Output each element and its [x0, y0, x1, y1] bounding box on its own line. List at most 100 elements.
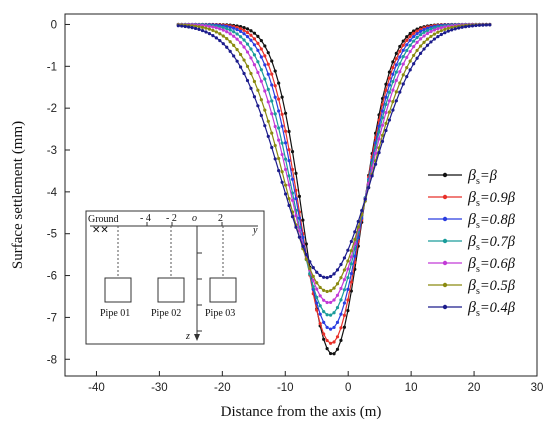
data-point	[422, 30, 426, 34]
data-point	[342, 325, 347, 329]
legend-marker	[442, 282, 448, 288]
data-point	[339, 338, 343, 342]
data-point	[238, 29, 243, 34]
legend-marker	[442, 194, 448, 200]
x-tick-label: 30	[531, 382, 544, 394]
data-point	[273, 84, 277, 88]
data-point	[332, 352, 336, 356]
data-point	[322, 309, 326, 314]
data-point	[422, 47, 426, 51]
data-point	[304, 252, 308, 257]
data-point	[322, 275, 326, 279]
y-axis-label-inset: y	[252, 225, 258, 236]
data-point	[283, 157, 288, 161]
data-point	[232, 30, 236, 34]
data-point	[391, 72, 395, 76]
y-tick-label: -1	[47, 61, 57, 73]
data-point	[280, 95, 284, 99]
data-point	[263, 54, 267, 58]
data-point	[249, 47, 253, 51]
data-point	[335, 282, 340, 286]
data-point	[391, 108, 395, 112]
data-point	[263, 108, 267, 112]
data-point	[418, 37, 423, 41]
data-point	[325, 289, 329, 294]
data-point	[207, 27, 212, 31]
data-point	[405, 75, 409, 79]
data-point	[401, 39, 405, 43]
data-point	[277, 109, 281, 113]
y-tick-label: 0	[51, 19, 57, 31]
data-point	[342, 278, 347, 282]
origin-label: o	[192, 213, 197, 224]
data-point	[270, 99, 274, 103]
inset-tick-label: 2	[218, 213, 223, 224]
data-point	[232, 26, 236, 30]
data-point	[349, 255, 353, 259]
plot-border	[64, 13, 538, 377]
data-point	[360, 208, 364, 213]
z-axis-label-inset: z	[185, 331, 190, 342]
data-point	[342, 268, 347, 272]
data-point	[301, 244, 305, 248]
data-point	[290, 191, 295, 195]
data-point	[401, 82, 405, 86]
pipe-01-label: Pipe 01	[100, 308, 130, 319]
data-point	[412, 62, 416, 66]
legend-label: βs=β	[467, 167, 498, 187]
data-point	[339, 326, 343, 330]
data-point	[225, 30, 229, 34]
data-point	[356, 219, 360, 224]
data-point	[450, 28, 454, 32]
data-point	[328, 327, 333, 331]
data-point	[315, 295, 319, 299]
data-point	[349, 249, 353, 253]
data-point	[277, 168, 281, 173]
data-point	[277, 97, 281, 101]
data-point	[283, 111, 288, 115]
data-point	[463, 25, 468, 29]
data-point	[335, 268, 340, 272]
pipe-02-label: Pipe 02	[151, 308, 181, 319]
data-point	[290, 167, 295, 172]
data-point	[377, 130, 381, 134]
data-point	[270, 145, 274, 150]
data-point	[252, 63, 257, 67]
data-point	[384, 121, 388, 125]
data-point	[214, 30, 218, 34]
data-point	[394, 63, 398, 67]
pipe-03-label: Pipe 03	[205, 308, 235, 319]
data-point	[221, 26, 225, 30]
data-point	[221, 28, 225, 32]
data-point	[235, 32, 239, 36]
data-point	[311, 266, 315, 270]
data-point	[457, 26, 461, 30]
data-point	[259, 113, 263, 118]
data-point	[335, 335, 340, 339]
data-point	[332, 325, 336, 330]
data-point	[384, 110, 388, 115]
data-point	[436, 30, 440, 34]
data-point	[474, 23, 478, 28]
z-arrow-icon	[194, 334, 200, 341]
data-point	[232, 54, 236, 58]
data-point	[245, 30, 250, 35]
data-point	[318, 285, 322, 290]
data-point	[322, 320, 326, 324]
data-point	[443, 27, 447, 31]
data-point	[346, 298, 350, 302]
data-point	[315, 281, 319, 285]
data-point	[380, 123, 385, 127]
data-point	[367, 186, 371, 190]
data-point	[349, 271, 353, 276]
data-point	[270, 72, 274, 76]
data-point	[391, 80, 395, 84]
data-point	[263, 89, 267, 93]
data-point	[415, 48, 419, 53]
data-point	[408, 31, 412, 36]
plot-frame	[64, 13, 538, 377]
data-point	[193, 26, 198, 31]
data-point	[211, 28, 215, 33]
data-point	[294, 214, 298, 218]
data-point	[280, 170, 284, 174]
